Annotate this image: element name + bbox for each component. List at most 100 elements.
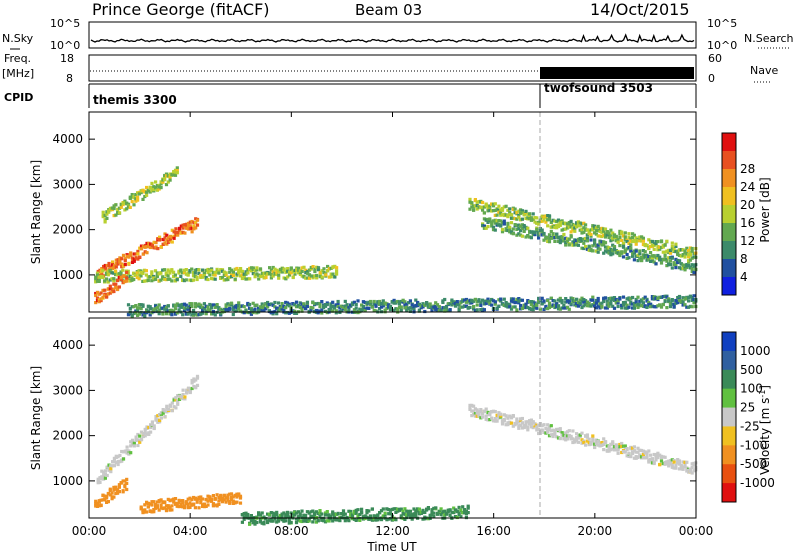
velocity-cell <box>163 506 167 510</box>
power-cell <box>665 306 669 310</box>
power-cell <box>195 268 199 272</box>
power-cell <box>488 204 492 208</box>
power-cell <box>170 268 174 272</box>
velocity-cell <box>618 442 622 447</box>
velocity-cell <box>529 425 533 429</box>
power-cell <box>134 197 138 201</box>
velocity-cell <box>139 507 143 511</box>
power-cell <box>167 239 171 243</box>
power-cell <box>524 302 528 306</box>
freq-tick-top: 18 <box>60 52 74 65</box>
power-cell <box>560 235 564 239</box>
power-cell <box>132 272 136 276</box>
power-cell <box>105 295 109 299</box>
power-cell <box>571 228 575 232</box>
power-cell <box>311 306 315 310</box>
velocity-cell <box>408 509 412 513</box>
power-cell <box>139 307 143 311</box>
power-cell <box>103 267 107 271</box>
power-cell <box>528 217 532 221</box>
power-cell <box>459 301 463 305</box>
power-cell <box>551 299 555 303</box>
velocity-cell <box>314 520 318 524</box>
power-cell <box>179 224 183 228</box>
power-cell <box>181 230 185 234</box>
velocity-cell <box>629 455 633 459</box>
power-cell <box>625 239 629 244</box>
velocity-cell <box>663 460 667 465</box>
power-cell <box>266 272 270 276</box>
power-cell <box>434 308 438 312</box>
power-cell <box>493 221 497 225</box>
power-cell <box>676 249 680 253</box>
power-cell <box>230 275 234 279</box>
velocity-cell <box>529 418 533 422</box>
velocity-cell <box>423 517 427 521</box>
power-cell <box>150 273 154 277</box>
velocity-cell <box>271 511 275 515</box>
power-cell <box>101 269 105 273</box>
velocity-cell <box>229 495 234 499</box>
velocity-cell <box>190 386 194 391</box>
velocity-cell <box>159 416 163 420</box>
velocity-cell <box>466 506 470 510</box>
power-cell <box>101 213 105 217</box>
power-cell <box>144 279 148 283</box>
power-cell <box>676 301 680 305</box>
power-cell <box>257 277 261 281</box>
power-cell <box>468 298 472 302</box>
power-cell <box>237 307 241 311</box>
power-cell <box>291 275 295 280</box>
power-cell <box>578 224 582 228</box>
velocity-cell <box>285 512 290 517</box>
power-cell <box>309 308 313 312</box>
power-cell <box>497 223 501 227</box>
power-cell <box>239 274 243 278</box>
velocity-cell <box>182 506 187 510</box>
velocity-cell <box>500 420 505 424</box>
velocity-colorbar-swatch <box>722 445 736 465</box>
power-cell <box>547 214 552 218</box>
velocity-cell <box>555 435 559 439</box>
power-cell <box>556 298 561 302</box>
power-cell <box>652 243 656 248</box>
power-cell <box>676 252 680 257</box>
power-cell <box>173 173 178 177</box>
power-cell <box>638 252 642 256</box>
power-cell <box>564 222 568 226</box>
power-cell <box>519 307 523 311</box>
power-cell <box>331 304 335 309</box>
velocity-cell <box>159 498 163 502</box>
velocity-colorbar-frame <box>721 331 737 503</box>
power-cell <box>634 300 638 304</box>
power-cell <box>246 271 250 275</box>
power-cell <box>553 236 557 240</box>
power-cell <box>526 226 530 230</box>
power-cell <box>692 294 696 298</box>
velocity-cell <box>486 410 490 414</box>
power-cell <box>491 225 496 229</box>
power-cell <box>511 207 515 211</box>
power-cell <box>677 259 682 263</box>
power-cell <box>564 227 568 231</box>
power-cell <box>513 217 517 221</box>
power-cell <box>195 277 199 282</box>
power-cell <box>620 238 624 242</box>
velocity-cell <box>309 510 313 514</box>
power-cell <box>280 266 284 270</box>
power-cell <box>668 251 673 255</box>
velocity-cell <box>575 432 579 436</box>
velocity-cell <box>185 390 189 394</box>
velocity-cell <box>549 429 553 433</box>
velocity-cell <box>145 432 149 436</box>
velocity-colorbar-swatch <box>722 369 736 390</box>
velocity-cell <box>587 441 591 445</box>
velocity-cell <box>484 407 488 411</box>
velocity-cell <box>394 507 398 511</box>
power-cell <box>193 302 197 306</box>
power-cell <box>493 302 497 306</box>
power-colorbar-frame <box>721 132 737 296</box>
power-cell <box>329 275 333 279</box>
power-cell <box>276 308 281 312</box>
